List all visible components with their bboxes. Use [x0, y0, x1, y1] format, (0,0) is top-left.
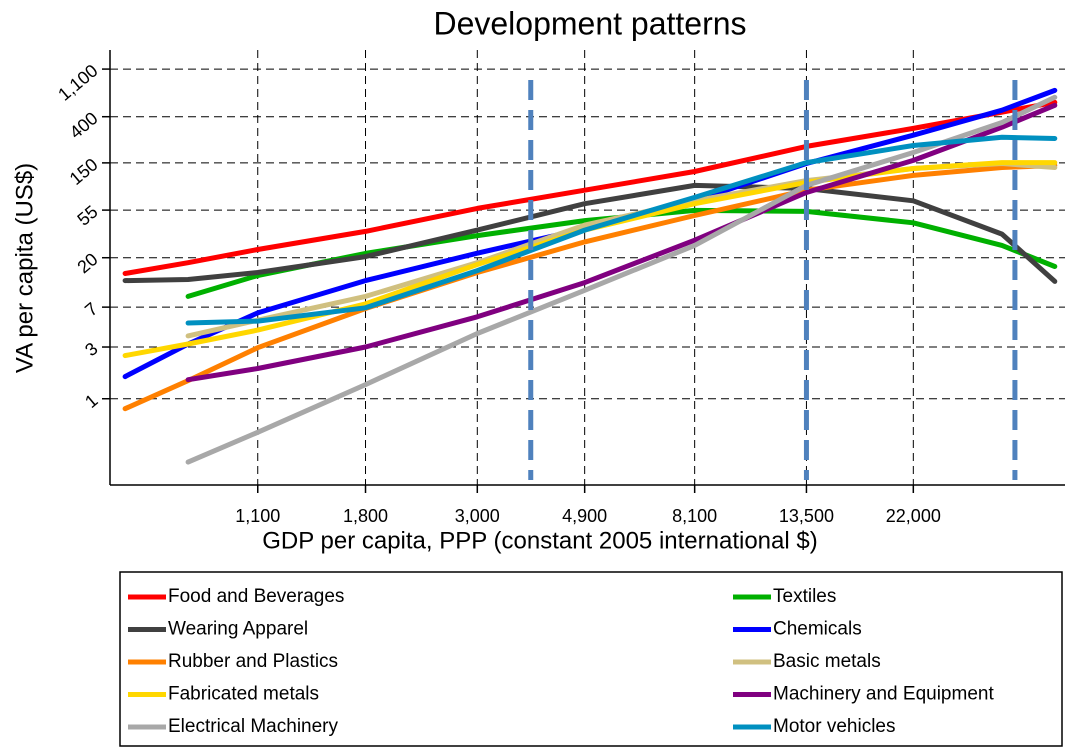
y-tick-label: 20	[73, 249, 101, 277]
y-tick-label: 1	[81, 390, 102, 412]
legend-box	[119, 571, 1063, 747]
y-tick-label: 7	[81, 299, 102, 321]
series-line	[122, 182, 1058, 284]
legend-label: Textiles	[773, 586, 836, 607]
legend-label: Wearing Apparel	[168, 619, 308, 640]
legend-label: Machinery and Equipment	[773, 684, 994, 705]
legend-label: Electrical Machinery	[168, 716, 338, 737]
x-tick-label: 13,500	[779, 506, 834, 526]
series-line	[122, 163, 1058, 412]
legend-label: Food and Beverages	[168, 586, 344, 607]
series-line	[185, 134, 1058, 326]
chart-title: Development patterns	[433, 5, 746, 41]
x-axis-label: GDP per capita, PPP (constant 2005 inter…	[262, 527, 817, 554]
series-line	[122, 87, 1058, 380]
legend-label: Chemicals	[773, 619, 862, 640]
x-tick-label: 1,100	[235, 506, 280, 526]
y-tick-label: 55	[73, 201, 101, 229]
y-tick-label: 150	[66, 154, 102, 189]
y-tick-label: 400	[66, 108, 102, 143]
series-line	[185, 94, 1058, 465]
y-tick-label: 3	[81, 338, 102, 360]
legend-label: Basic metals	[773, 651, 881, 672]
legend-label: Motor vehicles	[773, 716, 896, 737]
legend-label: Rubber and Plastics	[168, 651, 338, 672]
x-tick-label: 1,800	[343, 506, 388, 526]
series-line	[122, 99, 1058, 276]
legend-label: Fabricated metals	[168, 684, 319, 705]
x-tick-label: 8,100	[672, 506, 717, 526]
x-tick-label: 22,000	[886, 506, 941, 526]
series-line	[185, 161, 1058, 339]
x-tick-label: 4,900	[562, 506, 607, 526]
y-tick-label: 1,100	[54, 60, 101, 104]
x-tick-label: 3,000	[455, 506, 500, 526]
y-axis-label: VA per capita (US$)	[11, 163, 38, 373]
